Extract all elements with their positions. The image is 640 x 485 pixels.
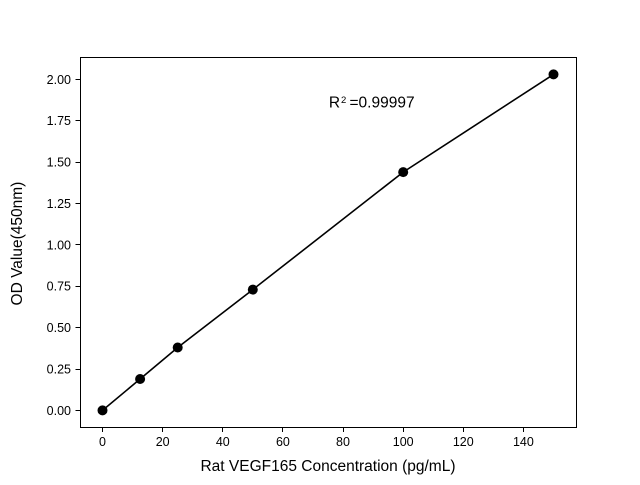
svg-text:2.00: 2.00 <box>47 73 71 87</box>
svg-text:1.50: 1.50 <box>47 156 71 170</box>
svg-text:0: 0 <box>99 435 106 449</box>
svg-text:80: 80 <box>336 435 350 449</box>
svg-text:0.50: 0.50 <box>47 321 71 335</box>
svg-text:0.25: 0.25 <box>47 362 71 376</box>
svg-text:2: 2 <box>341 95 346 106</box>
svg-text:OD Value(450nm): OD Value(450nm) <box>9 182 26 306</box>
svg-text:Rat VEGF165 Concentration (pg/: Rat VEGF165 Concentration (pg/mL) <box>200 458 455 475</box>
svg-text:120: 120 <box>453 435 474 449</box>
svg-text:20: 20 <box>156 435 170 449</box>
svg-text:100: 100 <box>393 435 414 449</box>
svg-text:1.25: 1.25 <box>47 197 71 211</box>
svg-text:140: 140 <box>513 435 534 449</box>
svg-text:1.00: 1.00 <box>47 238 71 252</box>
svg-text:=0.99997: =0.99997 <box>350 95 415 112</box>
svg-text:0.75: 0.75 <box>47 280 71 294</box>
svg-text:R: R <box>329 95 340 112</box>
svg-text:0.00: 0.00 <box>47 404 71 418</box>
svg-text:60: 60 <box>276 435 290 449</box>
svg-text:40: 40 <box>216 435 230 449</box>
svg-text:1.75: 1.75 <box>47 114 71 128</box>
